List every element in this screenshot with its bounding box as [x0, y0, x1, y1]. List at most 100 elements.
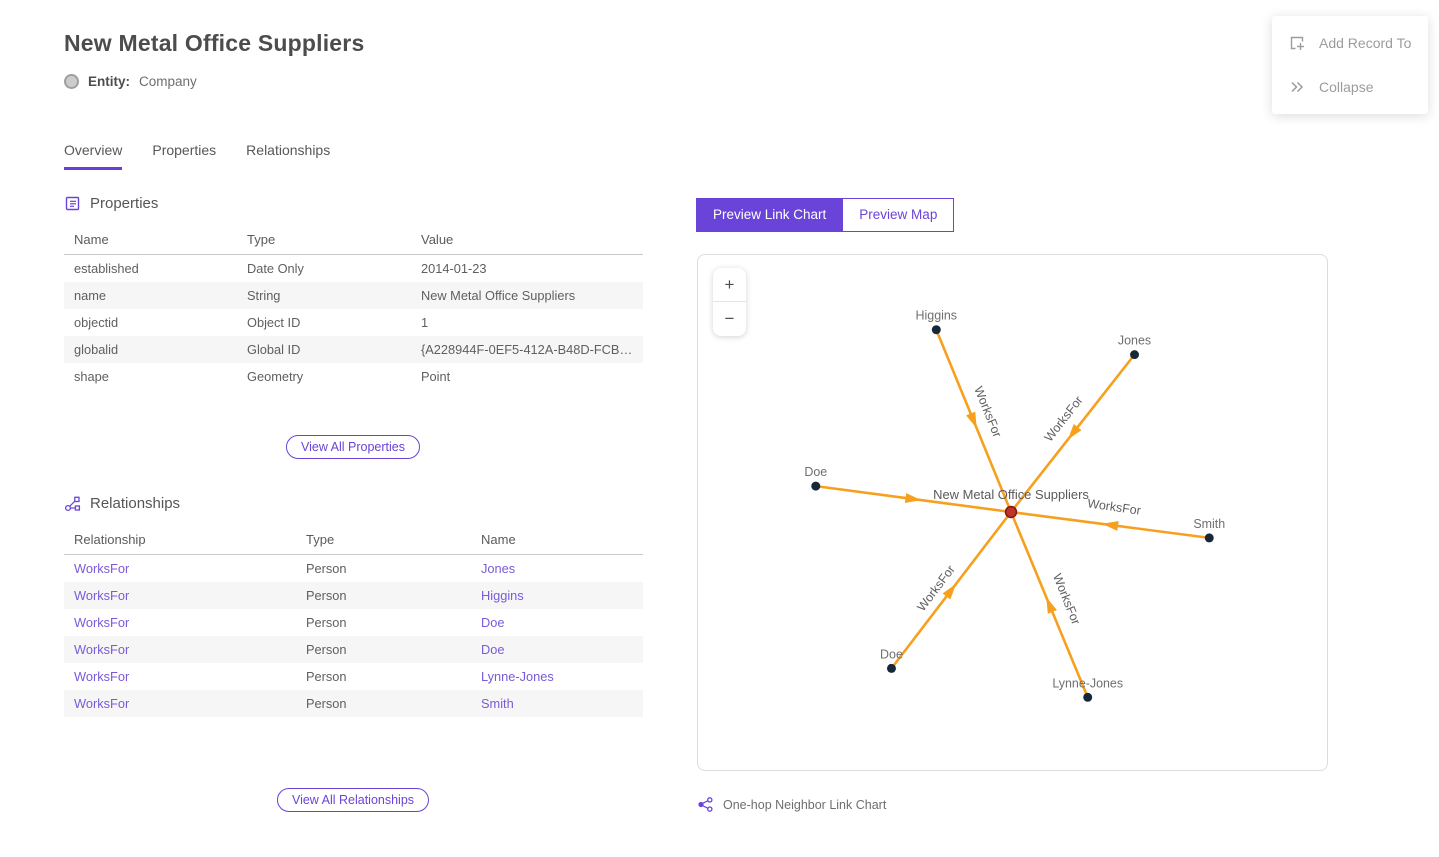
- relationship-type-cell: Person: [306, 588, 347, 603]
- tab-properties[interactable]: Properties: [152, 142, 217, 158]
- one-hop-link-chart-icon: [697, 796, 714, 813]
- relationship-type-link[interactable]: WorksFor: [74, 615, 130, 630]
- graph-node[interactable]: [886, 663, 896, 673]
- tab-preview-map[interactable]: Preview Map: [843, 198, 955, 232]
- properties-col-name: Name: [64, 225, 237, 255]
- relationships-col-relationship: Relationship: [64, 525, 296, 555]
- graph-edge-label: WorksFor: [1087, 496, 1142, 517]
- graph-node-label: Doe: [804, 465, 827, 479]
- relationship-relationship-cell: WorksFor: [64, 555, 296, 583]
- entity-type-icon: [64, 74, 79, 89]
- relationships-section-title: Relationships: [90, 495, 181, 512]
- relationship-type-cell: Person: [306, 696, 347, 711]
- properties-col-value: Value: [411, 225, 643, 255]
- graph-node[interactable]: [1204, 533, 1214, 543]
- relationship-type-link[interactable]: WorksFor: [74, 588, 130, 603]
- property-type-cell: Geometry: [247, 369, 304, 384]
- table-row: established Date Only 2014-01-23: [64, 255, 643, 283]
- relationship-name-cell: Smith: [471, 690, 643, 717]
- graph-node[interactable]: [1083, 692, 1093, 702]
- entity-row: Entity: Company: [64, 74, 197, 89]
- zoom-out-button[interactable]: −: [713, 302, 746, 336]
- relationship-name-cell: Doe: [471, 636, 643, 663]
- graph-edge[interactable]: [1009, 511, 1089, 698]
- property-type-cell: Global ID: [247, 342, 301, 357]
- tab-overview[interactable]: Overview: [64, 142, 123, 170]
- entity-value: Company: [139, 74, 197, 89]
- relationship-type-link[interactable]: WorksFor: [74, 561, 130, 576]
- graph-node[interactable]: [811, 481, 821, 491]
- related-entity-link[interactable]: Doe: [481, 615, 505, 630]
- relationships-table: Relationship Type Name WorksFor Person Jon…: [64, 525, 643, 717]
- collapse-label: Collapse: [1319, 79, 1374, 95]
- graph-edge[interactable]: [935, 329, 1013, 513]
- graph-edge[interactable]: [815, 484, 1012, 514]
- add-record-icon: [1288, 34, 1306, 52]
- graph-node[interactable]: [931, 325, 941, 335]
- graph-node-label: Smith: [1193, 517, 1225, 531]
- view-all-properties-button[interactable]: View All Properties: [286, 435, 420, 459]
- relationships-section: Relationships Relationship Type Name Wor…: [64, 495, 643, 717]
- relationship-relationship-cell: WorksFor: [64, 582, 296, 609]
- property-name-cell: shape: [74, 369, 109, 384]
- relationship-name-cell: Higgins: [471, 582, 643, 609]
- preview-tabs: Preview Link Chart Preview Map: [696, 198, 955, 232]
- table-row: objectid Object ID 1: [64, 309, 643, 336]
- property-value-cell: 1: [421, 315, 429, 330]
- entity-label: Entity:: [88, 74, 130, 89]
- relationship-type-link[interactable]: WorksFor: [74, 642, 130, 657]
- properties-section-title: Properties: [90, 195, 159, 212]
- table-row: WorksFor Person Doe: [64, 609, 643, 636]
- property-type-cell: Object ID: [247, 315, 301, 330]
- graph-node-label: Doe: [880, 647, 903, 661]
- tab-relationships[interactable]: Relationships: [246, 142, 331, 158]
- graph-node[interactable]: [1130, 350, 1140, 360]
- related-entity-link[interactable]: Higgins: [481, 588, 524, 603]
- relationships-icon: [64, 495, 81, 512]
- relationship-type-link[interactable]: WorksFor: [74, 669, 130, 684]
- collapse-icon: [1288, 78, 1306, 96]
- relationships-col-type: Type: [296, 525, 471, 555]
- property-name-cell: established: [74, 261, 139, 276]
- property-type-cell: String: [247, 288, 281, 303]
- graph-edge[interactable]: [1010, 510, 1210, 540]
- relationship-name-cell: Jones: [471, 555, 643, 583]
- relationship-type-cell: Person: [306, 642, 347, 657]
- related-entity-link[interactable]: Lynne-Jones: [481, 669, 554, 684]
- add-record-to-label: Add Record To: [1319, 35, 1412, 51]
- relationship-type-link[interactable]: WorksFor: [74, 696, 130, 711]
- relationship-name-cell: Doe: [471, 609, 643, 636]
- table-row: globalid Global ID {A228944F-0EF5-412A-B48…: [64, 336, 643, 363]
- table-row: WorksFor Person Smith: [64, 690, 643, 717]
- graph-edge[interactable]: [1009, 353, 1136, 513]
- properties-icon: [64, 195, 81, 212]
- graph-center-node[interactable]: [1004, 505, 1018, 519]
- view-all-relationships-button[interactable]: View All Relationships: [276, 788, 430, 812]
- property-type-cell: Date Only: [247, 261, 304, 276]
- zoom-in-button[interactable]: +: [713, 268, 746, 302]
- property-value-cell: {A228944F-0EF5-412A-B48D-FCB…: [421, 342, 633, 357]
- property-name-cell: name: [74, 288, 107, 303]
- related-entity-link[interactable]: Doe: [481, 642, 505, 657]
- properties-section: Properties Name Type Value established Da…: [64, 195, 643, 390]
- relationship-relationship-cell: WorksFor: [64, 690, 296, 717]
- graph-center-node-label: New Metal Office Suppliers: [933, 487, 1089, 502]
- table-row: name String New Metal Office Suppliers: [64, 282, 643, 309]
- properties-col-type: Type: [237, 225, 411, 255]
- link-chart-preview[interactable]: + − WorksFor WorksFor WorksFor WorksFor Work…: [697, 254, 1328, 771]
- table-row: shape Geometry Point: [64, 363, 643, 390]
- tab-preview-link-chart[interactable]: Preview Link Chart: [696, 198, 844, 232]
- related-entity-link[interactable]: Smith: [481, 696, 514, 711]
- graph-node-label: Lynne-Jones: [1052, 676, 1123, 690]
- chart-caption-text: One-hop Neighbor Link Chart: [723, 797, 887, 812]
- zoom-control: + −: [713, 268, 746, 336]
- relationship-type-cell: Person: [306, 669, 347, 684]
- graph-edge[interactable]: [890, 511, 1013, 670]
- collapse-item[interactable]: Collapse: [1272, 65, 1428, 109]
- relationship-type-cell: Person: [306, 615, 347, 630]
- property-value-cell: Point: [421, 369, 451, 384]
- graph-node-label: Jones: [1118, 334, 1151, 348]
- related-entity-link[interactable]: Jones: [481, 561, 516, 576]
- add-record-to-item[interactable]: Add Record To: [1272, 21, 1428, 65]
